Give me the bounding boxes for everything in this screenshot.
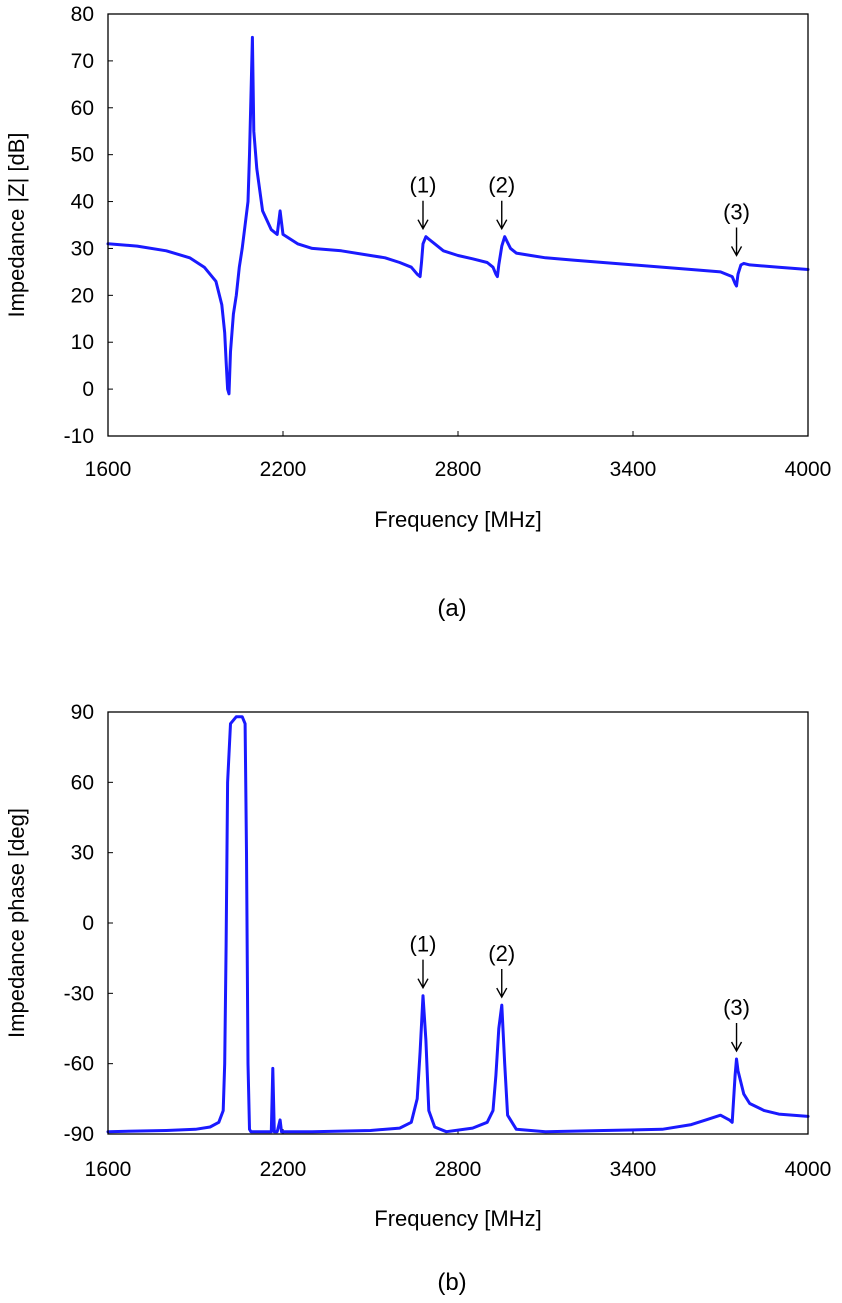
y-tick-label: 10 bbox=[71, 331, 94, 354]
y-tick-label: -10 bbox=[64, 425, 94, 448]
annotation-label: (1) bbox=[410, 932, 437, 957]
panel-a-annotations: (1) (2) (3) bbox=[410, 173, 750, 257]
panel-a-plot-frame bbox=[107, 13, 809, 437]
panel-b: -90 -60 -30 0 30 60 90 1600 2200 2800 3400 4000 (1… bbox=[4, 701, 831, 1296]
y-tick-label: 70 bbox=[71, 50, 94, 73]
x-tick-label: 1600 bbox=[85, 458, 132, 481]
x-tick-label: 2200 bbox=[260, 1158, 307, 1181]
annotation-arrow-icon bbox=[417, 200, 429, 231]
panel-b-y-axis-title: Impedance phase [deg] bbox=[4, 808, 29, 1038]
annotation-label: (1) bbox=[410, 173, 437, 198]
y-tick-label: -30 bbox=[64, 982, 94, 1005]
x-tick-label: 4000 bbox=[785, 1158, 832, 1181]
panel-a-x-axis-title: Frequency [MHz] bbox=[374, 507, 542, 532]
annotation-label: (2) bbox=[488, 173, 515, 198]
y-tick-label: 80 bbox=[71, 3, 94, 26]
panel-a-caption: (a) bbox=[437, 595, 466, 622]
annotation-label: (3) bbox=[723, 995, 750, 1020]
annotation-arrow-icon bbox=[496, 969, 508, 999]
y-tick-label: 0 bbox=[82, 912, 94, 935]
annotation-arrow-icon bbox=[730, 227, 743, 257]
annotation-label: (2) bbox=[488, 941, 515, 966]
y-tick-label: 60 bbox=[71, 771, 94, 794]
panel-b-xticks: 1600 2200 2800 3400 4000 bbox=[85, 1129, 832, 1181]
y-tick-label: 50 bbox=[71, 144, 94, 167]
x-tick-label: 1600 bbox=[85, 1158, 132, 1181]
y-tick-label: 0 bbox=[82, 378, 94, 401]
panel-a: -10 0 10 20 30 40 50 60 70 80 1600 2200 2800 3400 400… bbox=[4, 3, 831, 622]
annotation-label: (3) bbox=[723, 199, 750, 224]
panel-a-y-axis-title: Impedance |Z| [dB] bbox=[4, 132, 29, 317]
x-tick-label: 3400 bbox=[610, 458, 657, 481]
y-tick-label: 20 bbox=[71, 284, 94, 307]
y-tick-label: 30 bbox=[71, 237, 94, 260]
annotation-arrow-icon bbox=[496, 200, 508, 231]
panel-a-trace bbox=[106, 35, 810, 396]
y-tick-label: 30 bbox=[71, 842, 94, 865]
panel-b-trace bbox=[106, 715, 810, 1134]
panel-a-xticks: 1600 2200 2800 3400 4000 bbox=[85, 431, 832, 481]
y-tick-label: -60 bbox=[64, 1053, 94, 1076]
x-tick-label: 2800 bbox=[435, 458, 482, 481]
y-tick-label: -90 bbox=[64, 1123, 94, 1146]
y-tick-label: 60 bbox=[71, 97, 94, 120]
annotation-arrow-icon bbox=[417, 959, 429, 990]
panel-b-caption: (b) bbox=[437, 1269, 466, 1296]
x-tick-label: 4000 bbox=[785, 458, 832, 481]
x-tick-label: 3400 bbox=[610, 1158, 657, 1181]
panel-b-annotations: (1) (2) (3) bbox=[410, 932, 750, 1053]
x-tick-label: 2800 bbox=[435, 1158, 482, 1181]
panel-a-yticks: -10 0 10 20 30 40 50 60 70 80 bbox=[64, 3, 113, 448]
panel-b-x-axis-title: Frequency [MHz] bbox=[374, 1206, 542, 1231]
panel-b-plot-frame bbox=[107, 711, 809, 1135]
annotation-arrow-icon bbox=[730, 1022, 743, 1053]
y-tick-label: 40 bbox=[71, 191, 94, 214]
x-tick-label: 2200 bbox=[260, 458, 307, 481]
y-tick-label: 90 bbox=[71, 701, 94, 724]
panel-b-yticks: -90 -60 -30 0 30 60 90 bbox=[64, 701, 113, 1146]
